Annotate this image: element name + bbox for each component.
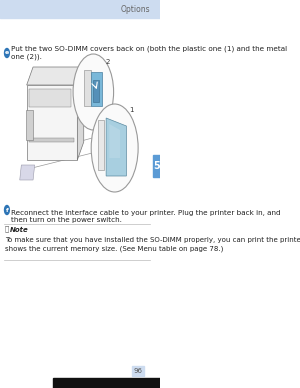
Circle shape xyxy=(73,54,114,130)
Bar xyxy=(0,0,160,18)
Polygon shape xyxy=(109,124,120,158)
Text: f: f xyxy=(6,208,8,213)
Polygon shape xyxy=(91,72,102,106)
Bar xyxy=(27,85,77,160)
Polygon shape xyxy=(20,165,35,180)
Circle shape xyxy=(4,206,9,215)
Bar xyxy=(29,89,71,107)
Text: Put the two SO-DIMM covers back on (both the plastic one (1) and the metal one (: Put the two SO-DIMM covers back on (both… xyxy=(11,46,287,60)
Bar xyxy=(93,80,99,102)
Text: 2: 2 xyxy=(105,59,110,65)
Text: 5: 5 xyxy=(153,161,160,171)
Polygon shape xyxy=(106,118,126,176)
Polygon shape xyxy=(77,67,84,160)
Circle shape xyxy=(4,48,9,57)
Text: 1: 1 xyxy=(130,107,134,113)
Bar xyxy=(98,120,104,170)
Text: 96: 96 xyxy=(134,368,142,374)
Text: Note: Note xyxy=(10,227,28,233)
Bar xyxy=(84,70,91,106)
Bar xyxy=(29,138,74,142)
Circle shape xyxy=(91,104,138,192)
Polygon shape xyxy=(27,67,84,85)
Text: Options: Options xyxy=(121,5,150,14)
Text: e: e xyxy=(5,50,9,55)
Bar xyxy=(132,366,144,376)
Text: To make sure that you have installed the SO-DIMM properly, you can print the pri: To make sure that you have installed the… xyxy=(5,237,300,251)
Bar xyxy=(152,155,160,177)
Bar xyxy=(26,110,32,140)
Text: 📝: 📝 xyxy=(5,225,9,232)
Text: Reconnect the interface cable to your printer. Plug the printer back in, and the: Reconnect the interface cable to your pr… xyxy=(11,210,281,223)
Bar xyxy=(53,378,160,388)
